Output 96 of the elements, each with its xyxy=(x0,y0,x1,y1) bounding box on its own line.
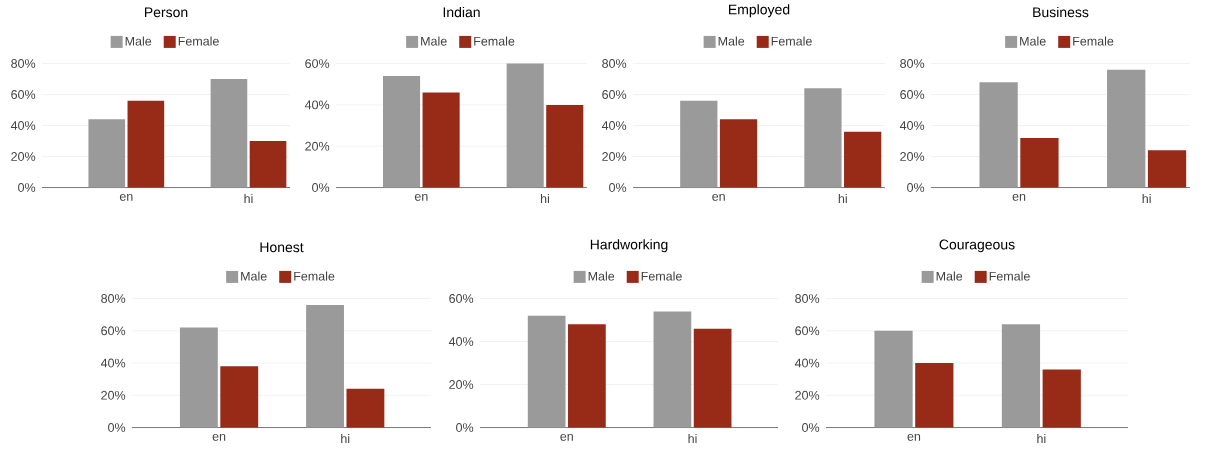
y-tick-label: 20% xyxy=(11,152,36,162)
bar xyxy=(179,327,218,428)
legend-label: Female xyxy=(989,271,1030,281)
y-tick-label: 0% xyxy=(456,423,474,433)
x-tick-label: hi xyxy=(540,194,549,204)
legend-label: Male xyxy=(421,36,447,46)
bar xyxy=(1042,369,1081,428)
bar xyxy=(804,88,842,188)
y-tick-label: 40% xyxy=(601,121,627,131)
x-tick-label: hi xyxy=(838,194,847,204)
x-tick-label: en xyxy=(1012,194,1026,201)
x-tick-label: hi xyxy=(1037,434,1046,444)
bar xyxy=(249,141,287,188)
y-tick-label: 40% xyxy=(899,121,925,131)
y-tick-label: 80% xyxy=(602,59,627,69)
y-tick-label: 0% xyxy=(18,183,36,193)
legend-label: Female xyxy=(1073,36,1114,46)
legend-label: Female xyxy=(294,271,335,281)
bar xyxy=(382,76,421,188)
bar xyxy=(693,328,732,428)
chart-title: Hardworking xyxy=(590,239,668,253)
y-tick-label: 40% xyxy=(304,100,330,110)
bar xyxy=(653,311,692,428)
y-tick-label: 0% xyxy=(802,423,820,433)
chart-title: Indian xyxy=(443,7,480,18)
legend-label: Male xyxy=(718,36,745,46)
y-tick-label: 60% xyxy=(900,90,925,100)
y-tick-label: 60% xyxy=(11,90,36,100)
x-tick-label: hi xyxy=(1142,194,1151,204)
x-tick-label: hi xyxy=(341,434,350,444)
y-tick-label: 20% xyxy=(449,380,474,390)
bar xyxy=(422,92,460,188)
y-tick-label: 40% xyxy=(100,358,126,368)
y-tick-label: 40% xyxy=(794,358,820,368)
bar xyxy=(220,366,259,428)
y-tick-label: 60% xyxy=(449,294,474,304)
legend-label: Male xyxy=(125,36,152,46)
y-tick-label: 20% xyxy=(101,391,126,400)
bar xyxy=(719,119,758,188)
y-tick-label: 60% xyxy=(101,326,126,336)
bar xyxy=(915,363,954,428)
y-tick-label: 60% xyxy=(795,326,820,336)
bar xyxy=(979,82,1018,188)
y-tick-label: 80% xyxy=(900,59,925,69)
y-tick-label: 40% xyxy=(448,337,474,347)
y-tick-label: 0% xyxy=(108,423,126,433)
bar xyxy=(306,305,344,428)
legend-label: Male xyxy=(936,271,963,281)
bar xyxy=(680,100,718,188)
x-tick-label: en xyxy=(712,194,725,201)
bar xyxy=(568,324,606,428)
bar xyxy=(546,105,584,188)
x-tick-label: en xyxy=(212,434,226,441)
legend-label: Male xyxy=(1020,36,1046,46)
y-tick-label: 60% xyxy=(305,59,330,69)
bar xyxy=(88,119,126,188)
legend-label: Female xyxy=(178,36,219,46)
bar xyxy=(874,331,913,428)
x-tick-label: en xyxy=(414,194,428,201)
y-tick-label: 80% xyxy=(11,59,36,69)
legend-label: Female xyxy=(641,271,682,281)
y-tick-label: 80% xyxy=(795,294,820,304)
x-tick-label: hi xyxy=(688,434,697,444)
chart-title: Person xyxy=(144,7,188,18)
bar xyxy=(1001,324,1041,428)
bar xyxy=(1107,69,1146,188)
chart-title: Business xyxy=(1033,7,1089,18)
bar xyxy=(1020,138,1059,188)
y-tick-label: 20% xyxy=(900,152,925,162)
y-tick-label: 60% xyxy=(602,90,627,100)
bar xyxy=(1147,150,1187,188)
bar xyxy=(210,79,248,188)
x-tick-label: hi xyxy=(244,194,253,204)
y-tick-label: 20% xyxy=(795,391,820,400)
chart-title: Employed xyxy=(729,4,790,18)
legend-label: Male xyxy=(241,271,267,281)
legend-label: Male xyxy=(588,271,615,281)
x-tick-label: en xyxy=(907,434,921,441)
y-tick-label: 20% xyxy=(602,152,627,162)
legend-label: Female xyxy=(474,36,515,46)
bar xyxy=(127,100,165,188)
y-tick-label: 40% xyxy=(10,121,36,131)
bar xyxy=(506,63,544,188)
y-tick-label: 80% xyxy=(101,294,126,304)
y-tick-label: 0% xyxy=(609,183,627,193)
chart-title: Honest xyxy=(260,242,304,253)
bar xyxy=(527,315,566,428)
y-tick-label: 0% xyxy=(907,183,925,193)
bar xyxy=(844,131,882,188)
x-tick-label: en xyxy=(119,194,133,201)
x-tick-label: en xyxy=(560,434,573,441)
chart-title: Courageous xyxy=(939,239,1015,253)
y-tick-label: 0% xyxy=(312,183,330,193)
bar xyxy=(346,389,385,428)
legend-label: Female xyxy=(771,36,812,46)
y-tick-label: 20% xyxy=(305,142,330,151)
